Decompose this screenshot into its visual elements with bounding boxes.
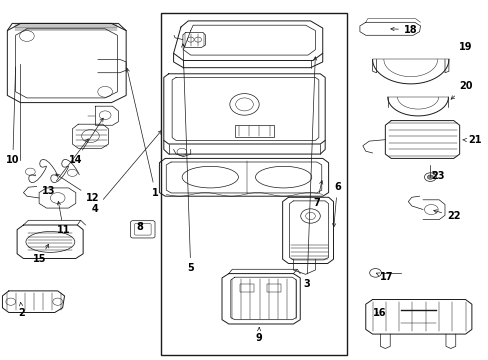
Text: 19: 19 — [458, 42, 471, 52]
Text: 16: 16 — [372, 308, 386, 318]
Text: 21: 21 — [462, 135, 481, 145]
Text: 14: 14 — [69, 118, 103, 165]
Circle shape — [427, 175, 432, 179]
Text: 7: 7 — [313, 181, 322, 208]
Text: 23: 23 — [430, 171, 444, 181]
Text: 22: 22 — [433, 210, 460, 221]
Text: 13: 13 — [42, 139, 88, 196]
Text: 20: 20 — [450, 81, 471, 99]
Text: 10: 10 — [6, 67, 20, 165]
Text: 17: 17 — [375, 272, 392, 282]
Bar — [161, 13, 346, 355]
Text: 3: 3 — [303, 57, 316, 289]
Text: 1: 1 — [126, 68, 159, 198]
Bar — [266, 284, 281, 292]
Text: 5: 5 — [181, 44, 194, 273]
Bar — [239, 284, 254, 292]
Text: 12: 12 — [56, 174, 100, 203]
Text: 4: 4 — [92, 131, 161, 214]
Text: 18: 18 — [390, 24, 417, 35]
Text: 15: 15 — [33, 244, 48, 264]
Text: 2: 2 — [19, 302, 25, 318]
Text: 9: 9 — [255, 328, 262, 343]
Text: 11: 11 — [57, 202, 70, 235]
Text: 6: 6 — [332, 182, 340, 227]
Bar — [234, 125, 273, 137]
Text: 8: 8 — [136, 222, 142, 232]
